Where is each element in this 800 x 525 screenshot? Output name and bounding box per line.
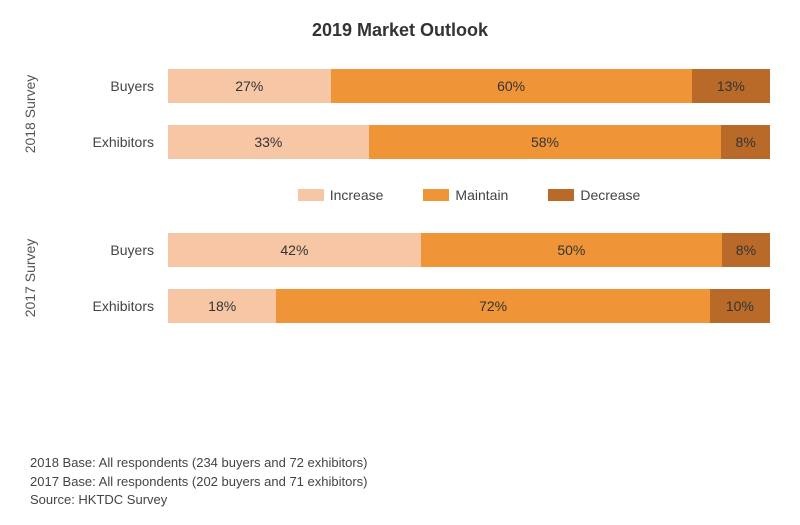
legend-label: Maintain	[455, 187, 508, 203]
seg-maintain: 72%	[276, 289, 709, 323]
seg-increase: 27%	[168, 69, 331, 103]
survey-group-2017: 2017 Survey Buyers 42% 50% 8% Exhibitors…	[78, 233, 770, 323]
legend-label: Decrease	[580, 187, 640, 203]
bar-row: Buyers 42% 50% 8%	[78, 233, 770, 267]
legend-item-maintain: Maintain	[423, 187, 508, 203]
group-label-text: 2018 Survey	[22, 75, 38, 154]
legend-item-decrease: Decrease	[548, 187, 640, 203]
swatch-increase	[298, 189, 324, 201]
seg-maintain: 58%	[369, 125, 722, 159]
bar-exhibitors-2018: 33% 58% 8%	[168, 125, 770, 159]
swatch-maintain	[423, 189, 449, 201]
seg-decrease: 13%	[692, 69, 770, 103]
footer-line: 2018 Base: All respondents (234 buyers a…	[30, 454, 368, 472]
bar-row: Exhibitors 33% 58% 8%	[78, 125, 770, 159]
group-label-text: 2017 Survey	[22, 239, 38, 318]
seg-increase: 18%	[168, 289, 276, 323]
footer-notes: 2018 Base: All respondents (234 buyers a…	[30, 454, 368, 509]
bar-exhibitors-2017: 18% 72% 10%	[168, 289, 770, 323]
legend-label: Increase	[330, 187, 384, 203]
bar-row: Exhibitors 18% 72% 10%	[78, 289, 770, 323]
seg-maintain: 50%	[421, 233, 722, 267]
row-label-exhibitors: Exhibitors	[78, 298, 168, 314]
footer-line: Source: HKTDC Survey	[30, 491, 368, 509]
seg-decrease: 8%	[721, 125, 770, 159]
seg-maintain: 60%	[331, 69, 692, 103]
seg-increase: 33%	[168, 125, 369, 159]
row-label-exhibitors: Exhibitors	[78, 134, 168, 150]
seg-decrease: 8%	[722, 233, 770, 267]
legend: Increase Maintain Decrease	[168, 187, 770, 203]
seg-increase: 42%	[168, 233, 421, 267]
seg-decrease: 10%	[710, 289, 770, 323]
footer-line: 2017 Base: All respondents (202 buyers a…	[30, 473, 368, 491]
row-label-buyers: Buyers	[78, 242, 168, 258]
bar-buyers-2017: 42% 50% 8%	[168, 233, 770, 267]
bar-buyers-2018: 27% 60% 13%	[168, 69, 770, 103]
bar-row: Buyers 27% 60% 13%	[78, 69, 770, 103]
chart-title: 2019 Market Outlook	[30, 20, 770, 41]
swatch-decrease	[548, 189, 574, 201]
chart-area: 2018 Survey Buyers 27% 60% 13% Exhibitor…	[30, 69, 770, 323]
row-label-buyers: Buyers	[78, 78, 168, 94]
survey-group-2018: 2018 Survey Buyers 27% 60% 13% Exhibitor…	[78, 69, 770, 159]
legend-item-increase: Increase	[298, 187, 384, 203]
